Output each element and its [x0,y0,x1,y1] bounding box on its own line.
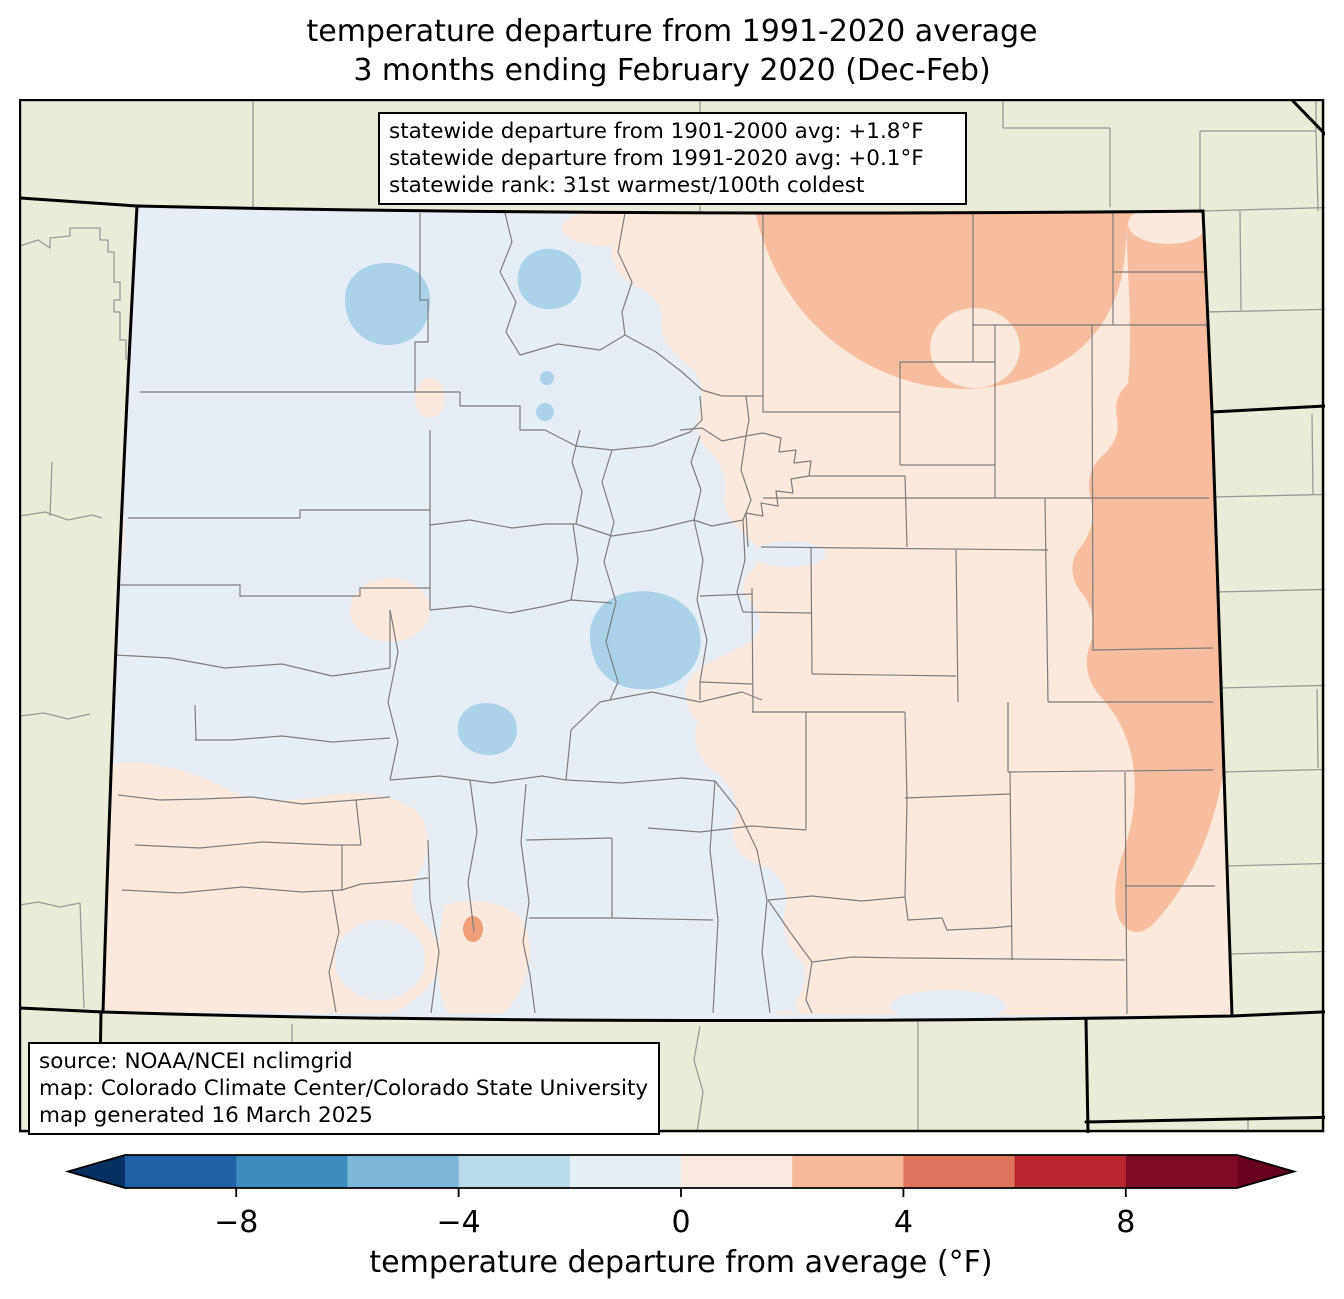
source-line-2: map: Colorado Climate Center/Colorado St… [39,1076,649,1101]
svg-text:−8: −8 [214,1205,258,1240]
warm-blob-northeast [755,212,1127,389]
colorado-departure-map [19,99,1325,1133]
svg-text:−4: −4 [436,1205,480,1240]
svg-text:0: 0 [671,1205,690,1240]
title-line-2: 3 months ending February 2020 (Dec-Feb) [353,53,991,88]
cool-blob-northwest [345,262,431,345]
stats-line-1: statewide departure from 1901-2000 avg: … [389,119,924,144]
svg-text:8: 8 [1116,1205,1135,1240]
statewide-stats-box: statewide departure from 1901-2000 avg: … [378,112,967,205]
colorado-county-lines [114,212,1215,1015]
neighbor-county-lines [19,100,1325,1133]
colorbar-ticks: −8 −4 0 4 8 [214,1188,1135,1240]
cool-blob-southwest [457,702,518,756]
warm-strip-east-border [1072,211,1227,933]
colorbar-label: temperature departure from average (°F) [369,1245,992,1280]
stats-line-3: statewide rank: 31st warmest/100th colde… [389,173,865,198]
colorbar-segments [64,1154,1298,1189]
colorbar: −8 −4 0 4 8 temperature departure from avera… [64,1154,1298,1280]
cool-blob-gunnison [589,591,701,690]
warm-patch-south-center [437,901,530,1013]
stats-line-2: statewide departure from 1991-2020 avg: … [389,146,924,171]
source-line-1: source: NOAA/NCEI nclimgrid [39,1049,353,1074]
map-frame [19,99,1325,1133]
svg-text:4: 4 [894,1205,913,1240]
neighbor-state-borders [19,99,1325,1133]
source-line-3: map generated 16 March 2025 [39,1103,373,1128]
colorado-state-border [101,204,1234,1023]
departure-shading [103,206,1232,1021]
warm-spot-south [463,916,483,942]
cool-blob-north-park [517,248,582,310]
map-title: temperature departure from 1991-2020 ave… [0,12,1344,90]
title-line-1: temperature departure from 1991-2020 ave… [306,14,1038,49]
source-attribution-box: source: NOAA/NCEI nclimgrid map: Colorad… [28,1042,660,1135]
